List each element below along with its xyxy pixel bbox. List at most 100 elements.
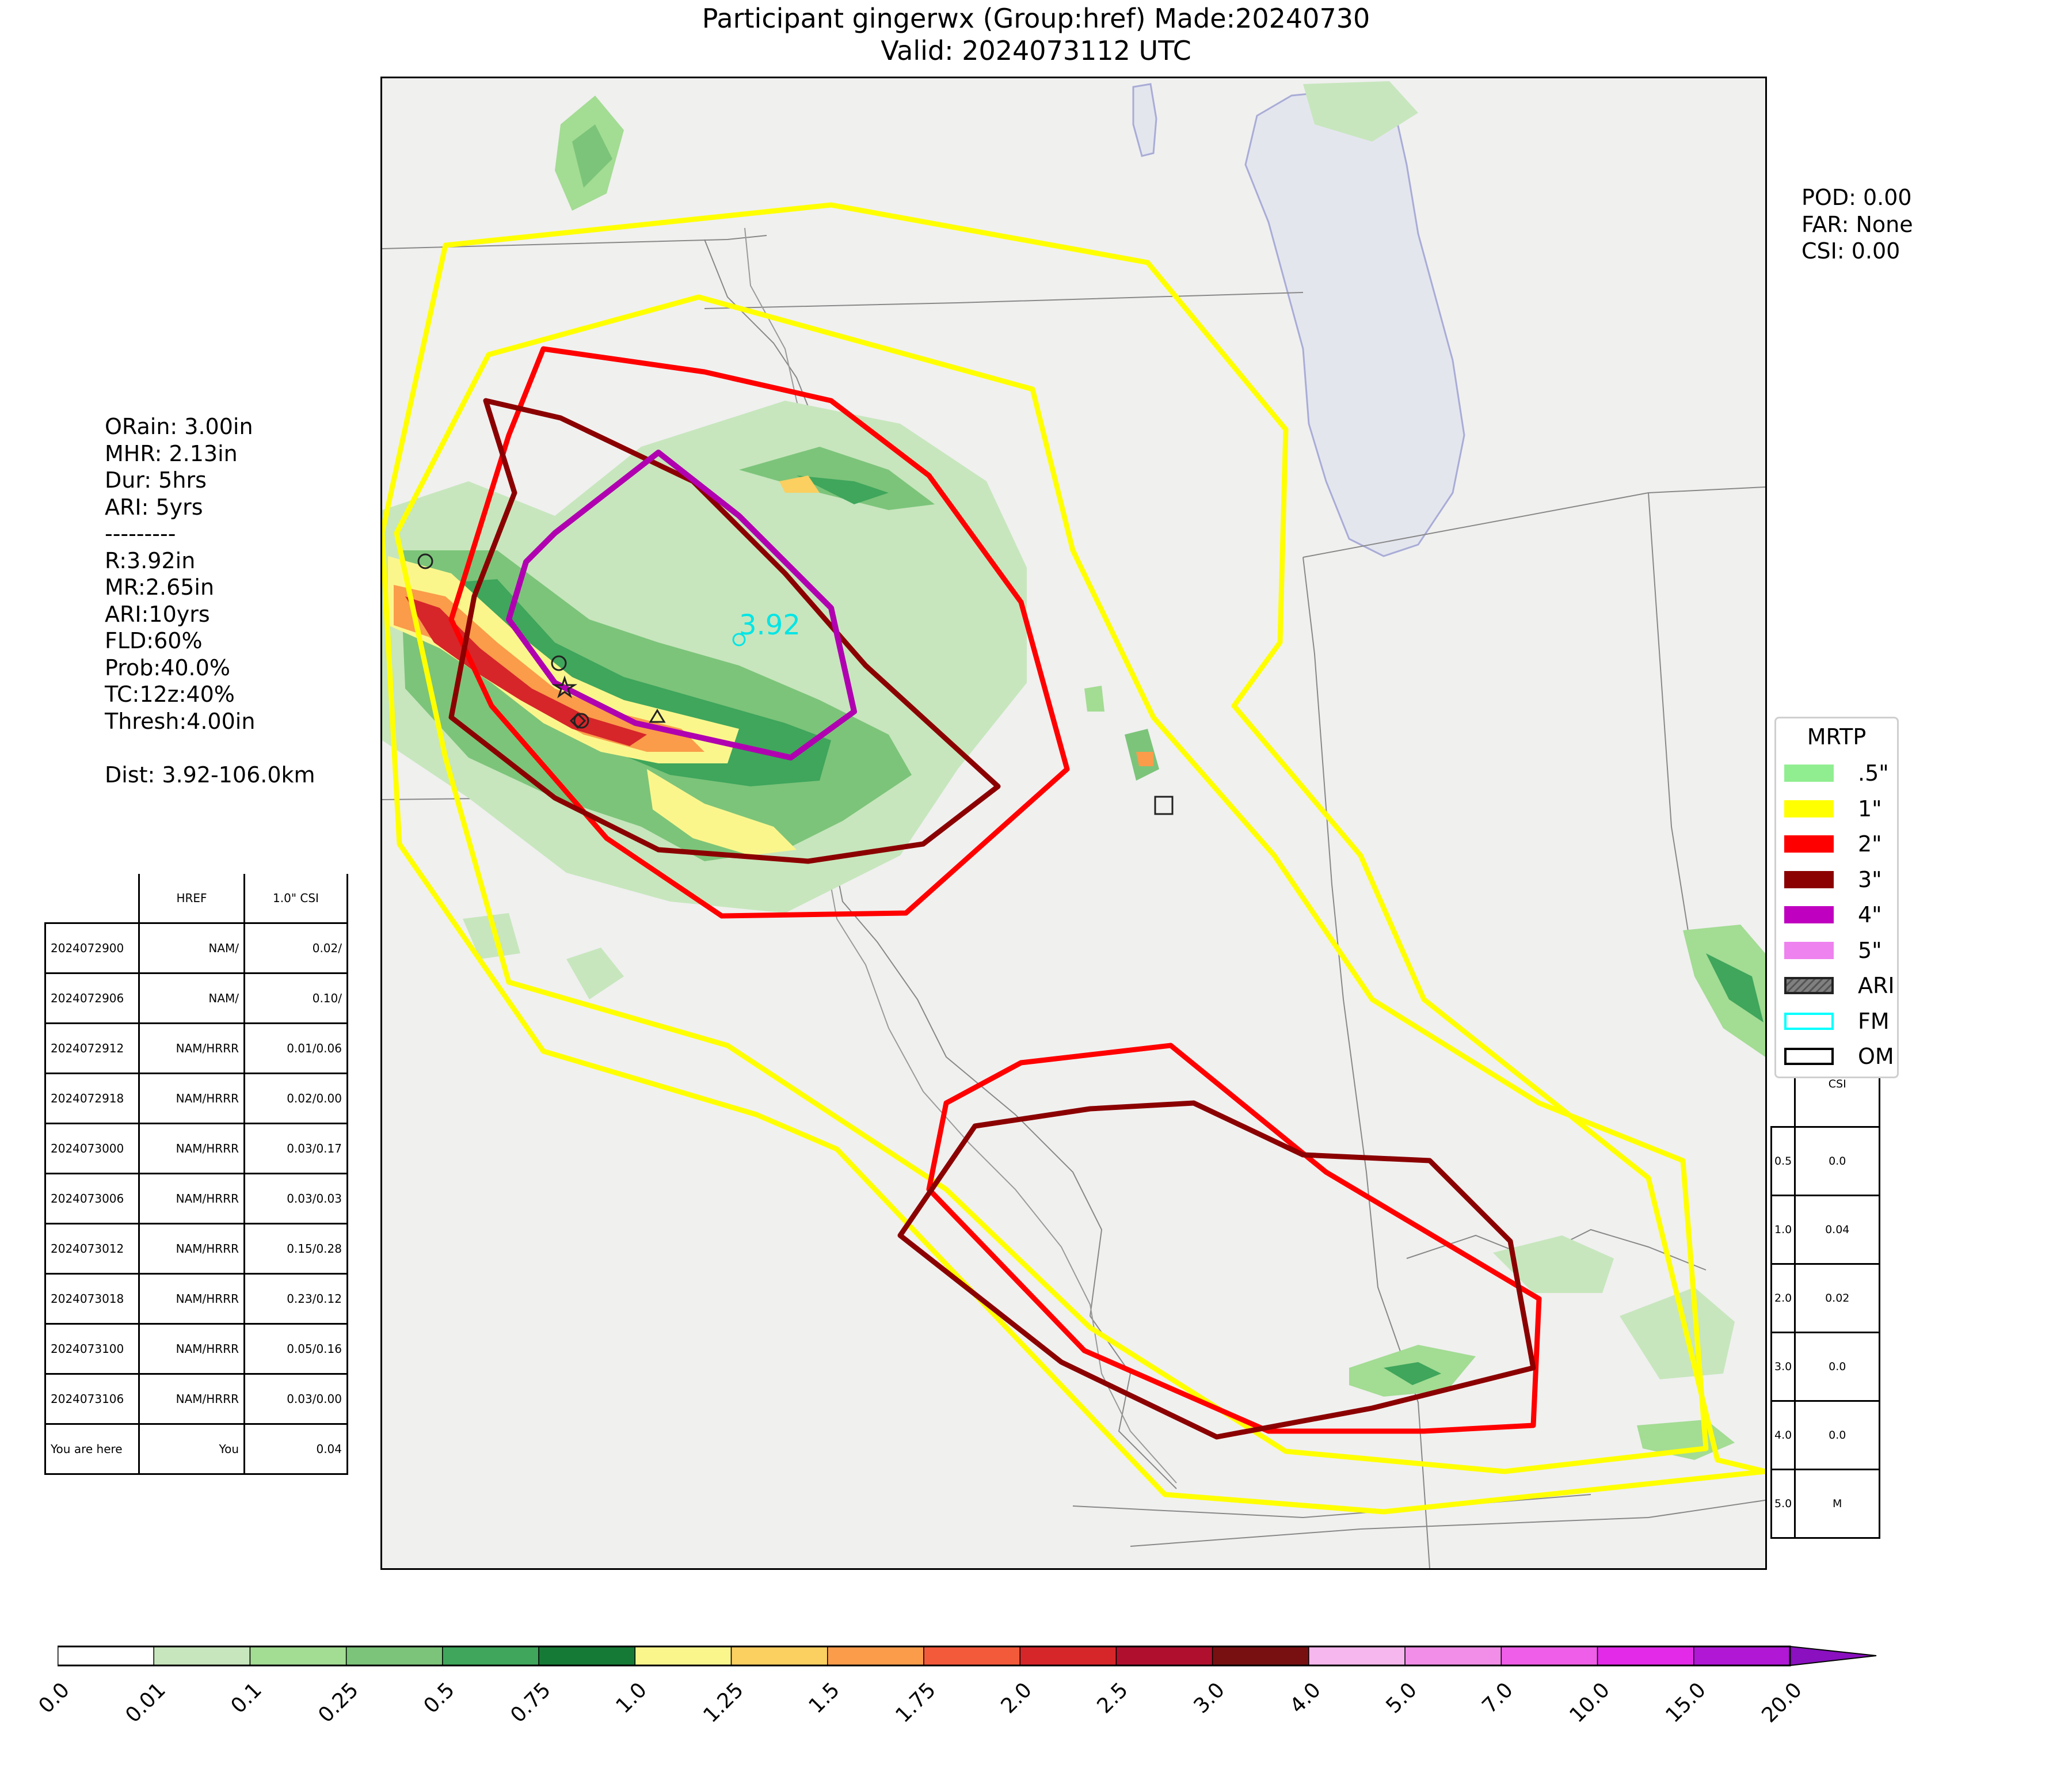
colorbar-tick-label: 0.25	[313, 1678, 363, 1728]
stat-line: Dur: 5hrs	[105, 467, 207, 493]
table-cell: 0.23/0.12	[243, 1273, 348, 1325]
stat-line: Thresh:4.00in	[105, 708, 256, 734]
precip-colorbar	[58, 1645, 1877, 1667]
table-cell: 0.10/	[243, 972, 348, 1024]
table-cell: M	[1794, 1469, 1881, 1539]
table-cell: 2024072900	[44, 922, 140, 974]
legend-swatch	[1784, 1012, 1834, 1030]
observed-max-box	[1154, 796, 1174, 815]
colorbar-extend-arrow	[1789, 1645, 1877, 1667]
colorbar-tick-label: 2.5	[1092, 1678, 1133, 1718]
table-cell: 2024073006	[44, 1173, 140, 1224]
legend-label: ARI	[1858, 973, 1895, 998]
stat-line: Dist: 3.92-106.0km	[105, 762, 315, 788]
colorbar-tick-label: 2.0	[996, 1678, 1037, 1718]
table-cell: 0.15/0.28	[243, 1223, 348, 1275]
table-cell: 0.01/0.06	[243, 1022, 348, 1074]
observation-markers	[417, 553, 1174, 815]
table-cell: 0.02/	[243, 922, 348, 974]
table-row: 2024072918 NAM/HRRR 0.02/0.00	[44, 1073, 348, 1124]
contour-3in-south	[897, 1100, 1536, 1440]
legend-label: 2"	[1858, 831, 1882, 857]
table-cell: 2024072906	[44, 972, 140, 1024]
legend-swatch	[1784, 835, 1834, 853]
legend-item: ARI	[1784, 972, 1899, 998]
verification-stats-panel: POD: 0.00 FAR: None CSI: 0.00	[1801, 184, 1913, 265]
table-cell: NAM/HRRR	[138, 1223, 245, 1275]
colorbar-segment	[538, 1646, 636, 1666]
colorbar-tick-label: 7.0	[1477, 1678, 1518, 1718]
stat-line: ARI:10yrs	[105, 601, 210, 627]
table-row: 2024072912 NAM/HRRR 0.01/0.06	[44, 1022, 348, 1074]
table-row: 2024073018 NAM/HRRR 0.23/0.12	[44, 1273, 348, 1325]
colorbar-tick-label: 0.0	[34, 1678, 74, 1718]
verification-stat-line: POD: 0.00	[1801, 185, 1912, 210]
table-cell: 2024073012	[44, 1223, 140, 1275]
colorbar-segment	[1693, 1646, 1791, 1666]
colorbar-segment	[827, 1646, 924, 1666]
table-cell: 0.03/0.03	[243, 1173, 348, 1224]
contour-2in-north	[448, 346, 1070, 919]
table-cell: 3.0	[1770, 1332, 1796, 1402]
observed-precip	[382, 81, 1765, 1460]
table-cell: 0.03/0.00	[243, 1373, 348, 1425]
table-cell: NAM/HRRR	[138, 1173, 245, 1224]
obs-triangle-marker	[649, 709, 666, 723]
table-header-cell: 1.0" CSI	[243, 874, 348, 924]
colorbar-segment	[1308, 1646, 1406, 1666]
max-rain-label: 3.92	[739, 609, 801, 641]
mrtp-legend: MRTP .5" 1" 2" 3" 4" 5" ARI FM OM	[1774, 717, 1899, 1078]
stat-line	[105, 735, 315, 762]
legend-item: 4"	[1784, 902, 1899, 927]
colorbar-tick-label: 4.0	[1285, 1678, 1326, 1718]
table-row: 1.0 0.04	[1770, 1195, 1881, 1265]
table-cell: You	[138, 1423, 245, 1475]
table-cell: 2024072918	[44, 1073, 140, 1124]
stat-line: R:3.92in	[105, 547, 196, 573]
table-cell: 0.02	[1794, 1263, 1881, 1333]
table-row: 2024073106 NAM/HRRR 0.03/0.00	[44, 1373, 348, 1425]
colorbar-tick-label: 15.0	[1661, 1678, 1711, 1728]
colorbar-tick-label: 0.5	[419, 1678, 459, 1718]
legend-label: .5"	[1858, 760, 1889, 786]
fm-location-marker	[732, 633, 746, 646]
stat-line: Prob:40.0%	[105, 655, 230, 680]
table-cell: NAM/	[138, 972, 245, 1024]
colorbar-frame	[58, 1645, 1791, 1667]
legend-item: OM	[1784, 1043, 1899, 1069]
legend-item: 5"	[1784, 937, 1899, 963]
colorbar-tick-label: 1.5	[804, 1678, 844, 1718]
table-header-row: HREF 1.0" CSI	[45, 874, 348, 924]
obs-diamond-marker	[569, 712, 586, 729]
table-cell: 0.0	[1794, 1332, 1881, 1402]
colorbar-segment	[442, 1646, 539, 1666]
table-row: 2024073000 NAM/HRRR 0.03/0.17	[44, 1123, 348, 1174]
table-cell: 0.0	[1794, 1126, 1881, 1196]
table-cell: 0.02/0.00	[243, 1073, 348, 1124]
table-cell: 0.04	[243, 1423, 348, 1475]
table-row: 2024073100 NAM/HRRR 0.05/0.16	[44, 1323, 348, 1375]
map-canvas: 3.92	[382, 81, 1765, 1568]
colorbar-tick-label: 0.75	[506, 1678, 556, 1728]
valid-time: Valid: 2024073112 UTC	[881, 35, 1191, 66]
table-row: 2.0 0.02	[1770, 1263, 1881, 1333]
stat-line: MR:2.65in	[105, 575, 215, 600]
table-cell: 0.5	[1770, 1126, 1796, 1196]
table-cell: 2024073018	[44, 1273, 140, 1325]
csi-threshold-table: CSI 0.5 0.0 1.0 0.04 2.0 0.02 3.0 0.0 4.0 0.0 5.0 M	[1770, 1042, 1881, 1539]
forecast-contours	[382, 202, 1765, 1515]
legend-swatch	[1784, 906, 1834, 923]
table-row: 2024072906 NAM/0.10/	[44, 972, 348, 1024]
colorbar-segment	[634, 1646, 732, 1666]
stat-line: FLD:60%	[105, 628, 203, 653]
legend-swatch	[1784, 765, 1834, 782]
colorbar-segment	[730, 1646, 828, 1666]
table-cell: NAM/HRRR	[138, 1022, 245, 1074]
verification-stat-line: FAR: None	[1801, 211, 1913, 237]
table-cell: 0.0	[1794, 1400, 1881, 1470]
stat-line: ARI: 5yrs	[105, 494, 203, 520]
stat-line: ---------	[105, 521, 176, 546]
chart-title: Participant gingerwx (Group:href) Made:2…	[702, 3, 1370, 34]
colorbar-segment	[249, 1646, 347, 1666]
table-cell: You are here	[44, 1423, 140, 1475]
